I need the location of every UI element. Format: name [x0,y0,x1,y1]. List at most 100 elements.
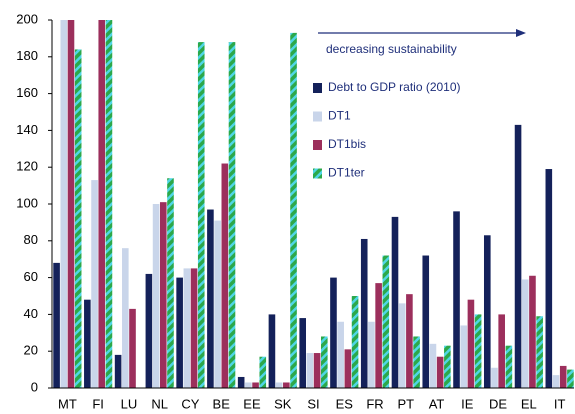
bar [382,255,390,388]
bar [152,204,160,388]
x-tick-label: EL [521,396,537,411]
bar [521,279,529,388]
bar [344,349,352,388]
y-tick-label: 200 [16,11,38,26]
legend-swatch [313,111,322,122]
x-tick-label: NL [151,396,168,411]
arrow-head [516,29,526,37]
y-tick-label: 0 [31,379,38,394]
bar [53,262,60,388]
y-tick-label: 40 [24,306,38,321]
bar [145,273,153,388]
bar [290,32,297,388]
bar [268,314,276,388]
x-tick-label: SK [274,396,292,411]
bar [514,124,522,388]
bar [436,356,444,388]
x-tick-label: LU [121,396,138,411]
bar [321,336,328,388]
x-tick-label: IT [554,396,566,411]
x-tick-label: IE [461,396,474,411]
bar [275,382,283,388]
bar [337,321,344,388]
bar [183,268,191,388]
legend-label: DT1bis [328,137,366,151]
bar [483,235,491,388]
bar [313,353,321,388]
bar [159,202,167,388]
bar [228,42,236,388]
x-tick-label: ES [336,396,354,411]
bar [368,321,375,388]
bar [176,277,183,388]
bar [91,180,98,388]
bar [67,20,75,388]
bar [429,343,437,388]
bar [529,275,536,388]
bar [406,294,413,388]
bar [498,314,505,388]
bar [237,376,245,388]
bar [474,314,482,388]
bar [252,382,259,388]
bar [98,20,106,388]
bar [60,20,68,388]
bar [536,316,543,388]
bar [84,299,91,388]
bar [559,365,567,388]
bar [391,216,399,388]
legend-swatch [313,168,322,179]
legend-swatch [313,140,322,150]
bar [105,20,113,388]
x-tick-label: FR [366,396,383,411]
y-tick-label: 100 [16,195,38,210]
annotation: decreasing sustainability [326,42,457,56]
bar [467,299,475,388]
bar [422,255,430,388]
x-tick-label: DE [489,396,507,411]
bar [330,277,337,388]
x-tick-label: BE [213,396,231,411]
bar [453,211,460,388]
y-tick-label: 120 [16,159,38,174]
bar [360,238,368,388]
legend-label: DT1 [328,109,351,123]
bar [283,382,290,388]
bar [214,220,221,388]
bar [245,382,252,388]
bar [567,369,574,388]
bar [197,42,205,388]
y-tick-label: 20 [24,343,38,358]
x-tick-label: CY [181,396,199,411]
bar [299,318,306,388]
bar [413,336,420,388]
bar [221,163,229,388]
x-tick-label: PT [397,396,414,411]
x-tick-label: FI [92,396,104,411]
bar [122,248,129,388]
bar [74,49,82,388]
bar [460,325,468,388]
y-tick-label: 140 [16,122,38,137]
bar [505,345,513,388]
bar [444,345,451,388]
bar [491,367,498,388]
bar [351,296,359,388]
bar [207,209,214,388]
bar [259,356,267,388]
bar [190,268,198,388]
bar [552,375,560,388]
y-tick-label: 80 [24,232,38,247]
x-tick-label: AT [429,396,445,411]
x-tick-label: EE [243,396,261,411]
bar [129,308,136,388]
y-tick-label: 180 [16,48,38,63]
y-tick-label: 60 [24,269,38,284]
x-tick-label: MT [58,396,77,411]
legend-label: DT1ter [328,166,365,180]
bar [167,178,174,388]
bar [306,353,314,388]
x-tick-label: SI [307,396,319,411]
bar [375,283,382,388]
